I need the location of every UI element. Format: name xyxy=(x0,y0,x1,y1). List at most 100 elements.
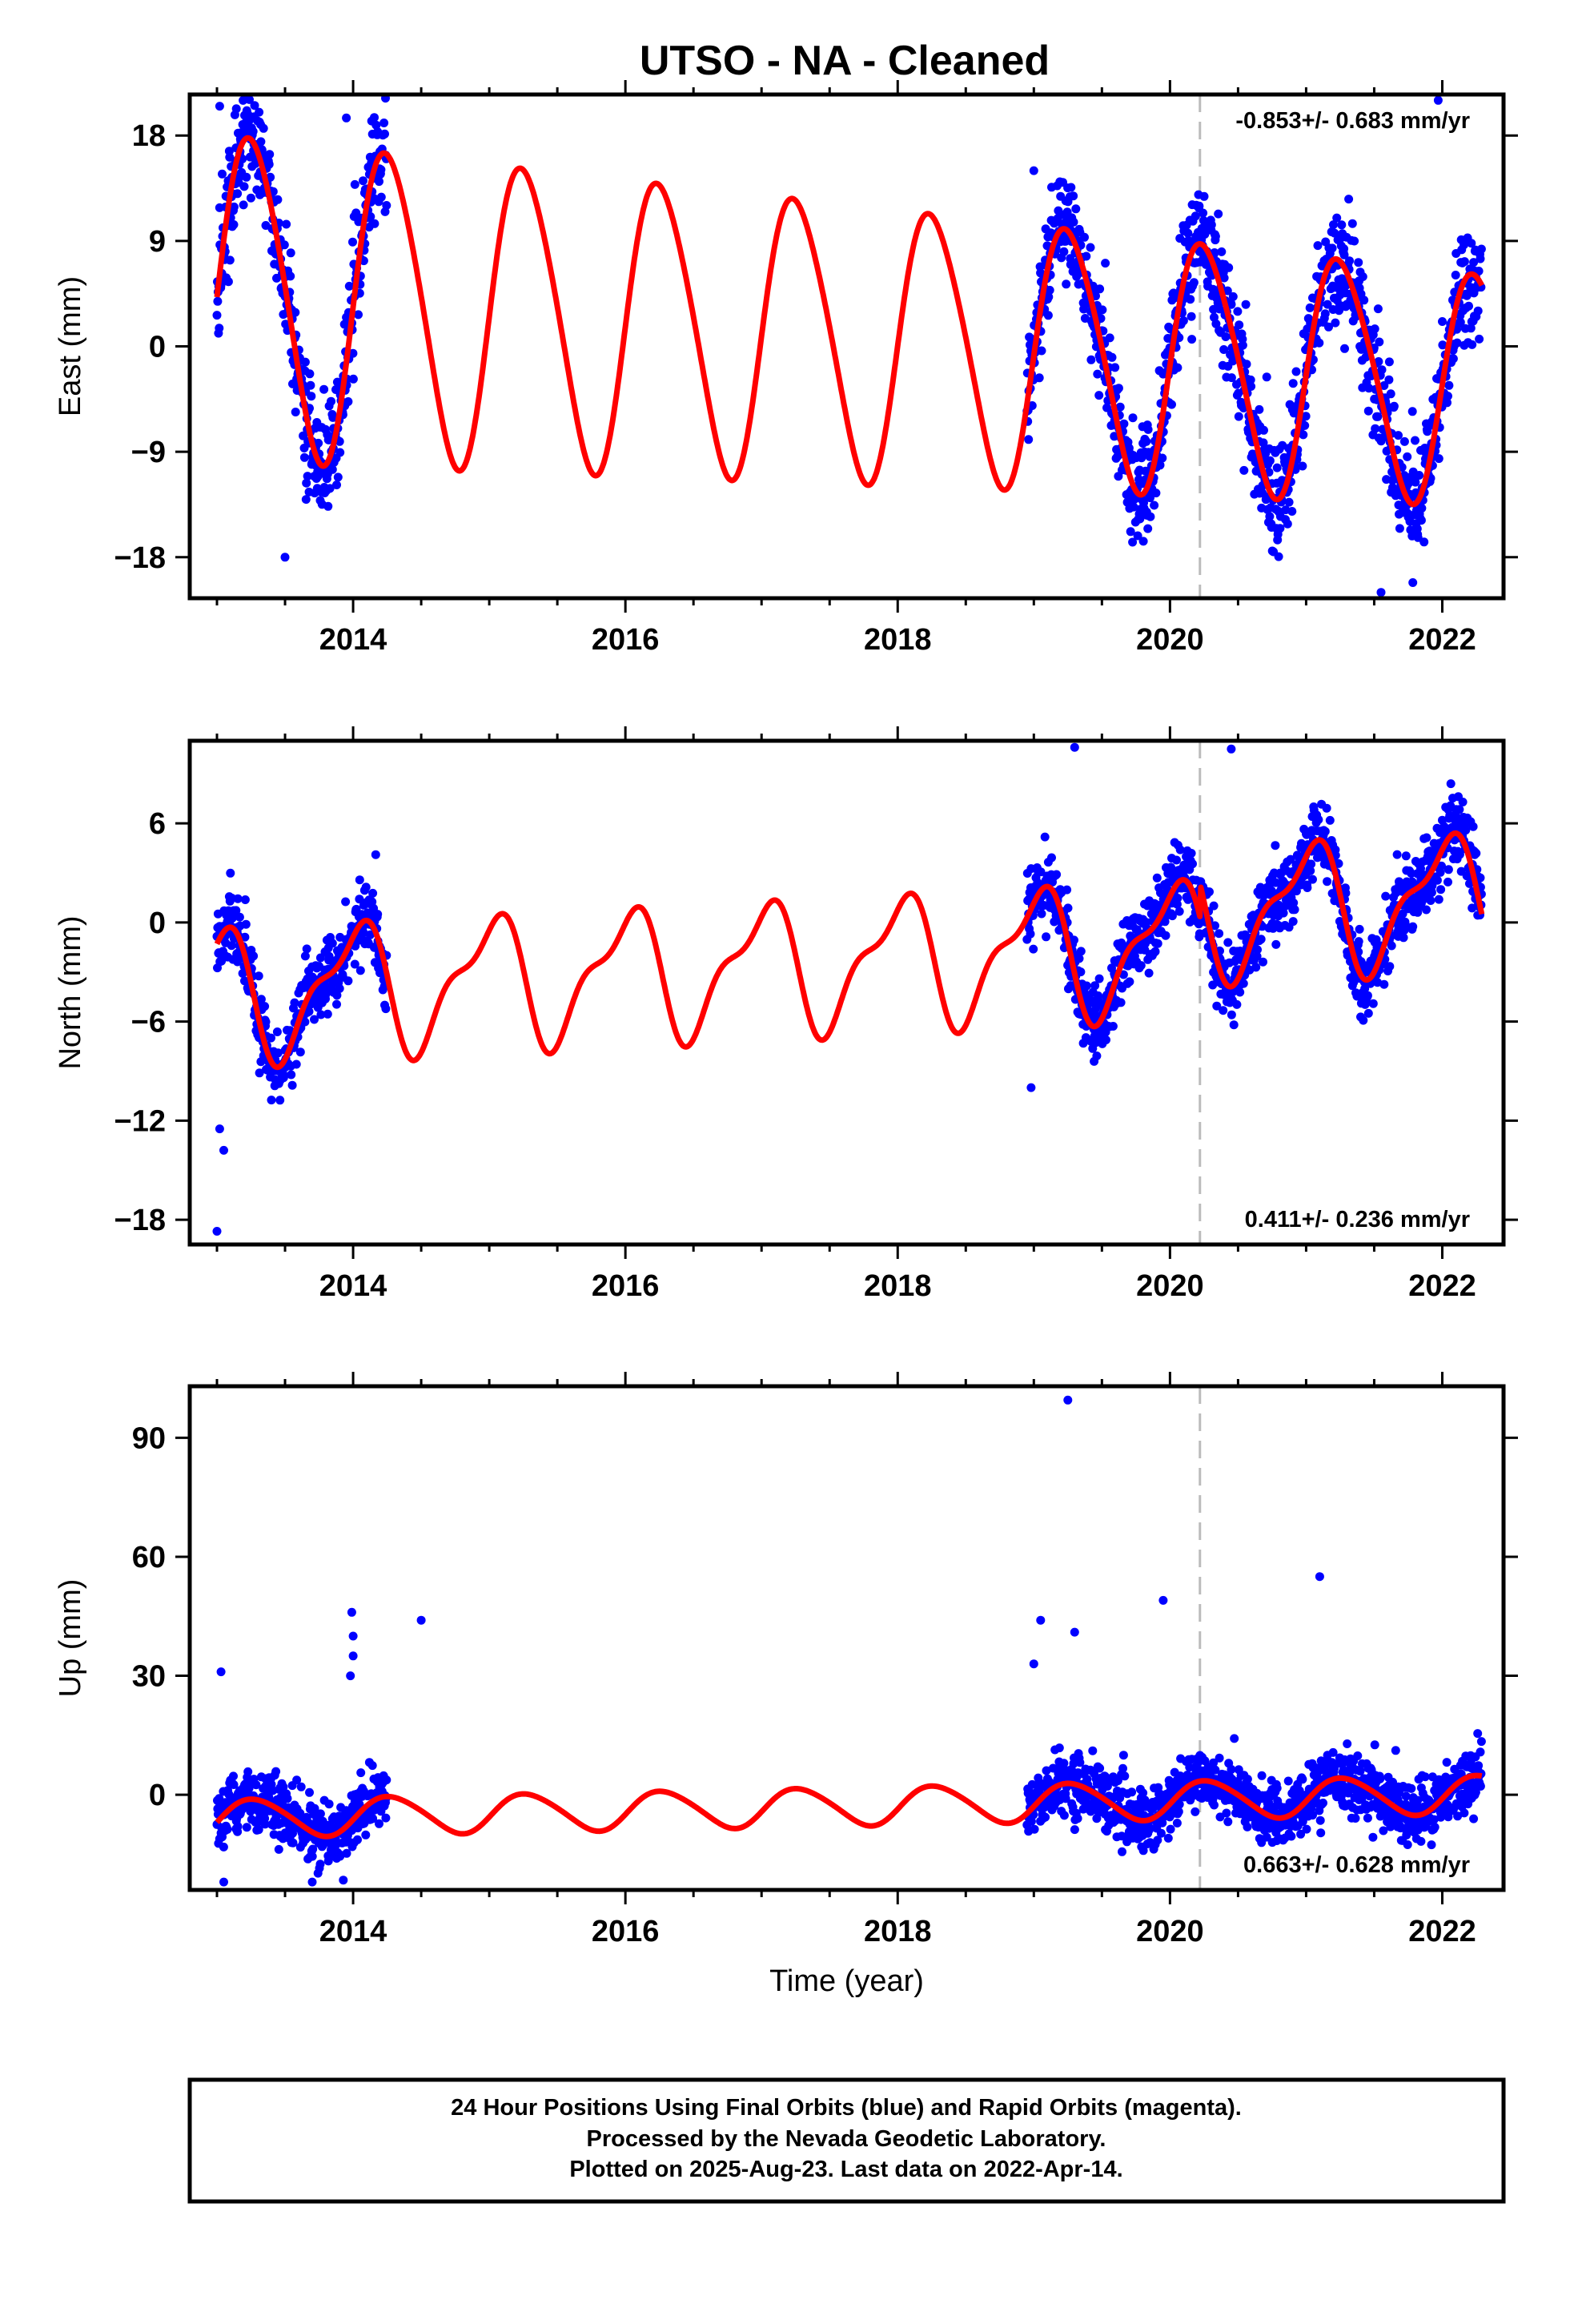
data-point xyxy=(1466,324,1476,333)
data-point xyxy=(1174,907,1184,916)
data-point xyxy=(273,195,283,204)
y-tick-label: 0 xyxy=(149,331,166,364)
data-point xyxy=(245,94,254,104)
data-point xyxy=(1355,1767,1365,1776)
x-tick-label: 2020 xyxy=(1136,623,1204,657)
data-point xyxy=(335,983,344,993)
data-point xyxy=(1118,1751,1128,1760)
x-tick-label: 2014 xyxy=(319,623,387,657)
rate-label: 0.411+/- 0.236 mm/yr xyxy=(1245,1207,1470,1232)
data-point xyxy=(1066,183,1076,192)
data-point xyxy=(1417,504,1427,513)
data-point xyxy=(1373,978,1382,987)
data-point xyxy=(296,1782,306,1791)
data-point xyxy=(1469,258,1479,267)
data-point xyxy=(1210,1800,1219,1810)
y-tick-label: 90 xyxy=(132,1421,166,1455)
data-point xyxy=(1298,461,1307,471)
data-point xyxy=(1331,318,1340,328)
data-point xyxy=(324,1799,334,1809)
data-point xyxy=(1223,286,1232,296)
data-point xyxy=(348,1651,358,1661)
data-point xyxy=(1158,1595,1168,1605)
data-point xyxy=(1386,389,1395,399)
data-point xyxy=(1076,947,1086,956)
data-point xyxy=(1358,272,1367,281)
data-point xyxy=(264,159,274,169)
data-point xyxy=(1443,877,1452,887)
data-point xyxy=(1215,1753,1224,1763)
data-point xyxy=(306,380,315,390)
data-point xyxy=(1275,524,1285,533)
x-tick-label: 2020 xyxy=(1136,1269,1204,1303)
data-point xyxy=(1105,333,1114,343)
data-point xyxy=(1290,905,1299,915)
data-point xyxy=(1239,465,1249,475)
data-point xyxy=(1308,875,1317,884)
data-point xyxy=(368,1814,378,1823)
data-point xyxy=(219,1842,228,1852)
data-point xyxy=(286,271,295,281)
data-point xyxy=(1255,883,1265,892)
data-point xyxy=(1024,435,1034,444)
data-point xyxy=(1398,909,1407,919)
data-point xyxy=(1341,888,1351,898)
data-point xyxy=(1379,432,1388,442)
data-point xyxy=(1246,375,1255,384)
data-point xyxy=(219,1877,228,1887)
data-point xyxy=(1460,240,1468,250)
data-point xyxy=(367,1761,377,1771)
data-point xyxy=(1416,516,1426,525)
data-point xyxy=(1044,292,1054,302)
data-point xyxy=(1420,1772,1430,1782)
data-point xyxy=(242,1823,251,1832)
data-point xyxy=(229,1780,239,1789)
data-point xyxy=(1086,355,1096,364)
data-point xyxy=(225,255,235,265)
data-point xyxy=(1145,1823,1154,1832)
data-point xyxy=(1306,866,1315,875)
y-tick-label: 0 xyxy=(149,1779,166,1812)
data-point xyxy=(1476,254,1485,263)
data-point xyxy=(1061,1794,1070,1803)
data-point xyxy=(240,932,250,942)
data-point xyxy=(260,1819,270,1829)
data-point xyxy=(1071,204,1081,214)
data-point xyxy=(1403,1840,1412,1849)
data-point xyxy=(1212,1001,1222,1011)
data-point xyxy=(1151,489,1161,498)
data-point xyxy=(1314,815,1323,824)
model-curve xyxy=(215,1772,1484,1839)
data-point xyxy=(1133,531,1142,541)
data-point xyxy=(1436,885,1446,895)
data-point xyxy=(1138,1788,1148,1798)
data-point xyxy=(1328,1747,1338,1757)
data-point xyxy=(1174,1799,1184,1809)
data-point xyxy=(239,182,249,191)
data-point xyxy=(1443,865,1453,875)
data-point xyxy=(1187,335,1197,344)
data-point xyxy=(1384,357,1394,367)
data-point xyxy=(239,200,248,210)
data-point xyxy=(1232,999,1242,1009)
data-point xyxy=(1026,1083,1036,1092)
data-point xyxy=(1279,908,1288,918)
x-tick-label: 2018 xyxy=(864,623,932,657)
data-point xyxy=(1228,292,1238,301)
data-point xyxy=(1474,1761,1484,1771)
y-tick-label: 60 xyxy=(132,1541,166,1574)
data-point xyxy=(1363,1008,1373,1018)
data-point xyxy=(1442,1758,1452,1767)
model-curve xyxy=(214,830,1485,1071)
data-point xyxy=(305,369,315,379)
data-point xyxy=(1166,1824,1175,1834)
data-point xyxy=(1128,537,1138,547)
data-point xyxy=(1052,870,1062,879)
data-point xyxy=(1453,1811,1463,1821)
data-point xyxy=(1300,420,1310,430)
data-point xyxy=(279,240,289,250)
data-point xyxy=(1178,316,1188,325)
data-point xyxy=(1152,873,1162,883)
data-point xyxy=(1323,300,1332,309)
